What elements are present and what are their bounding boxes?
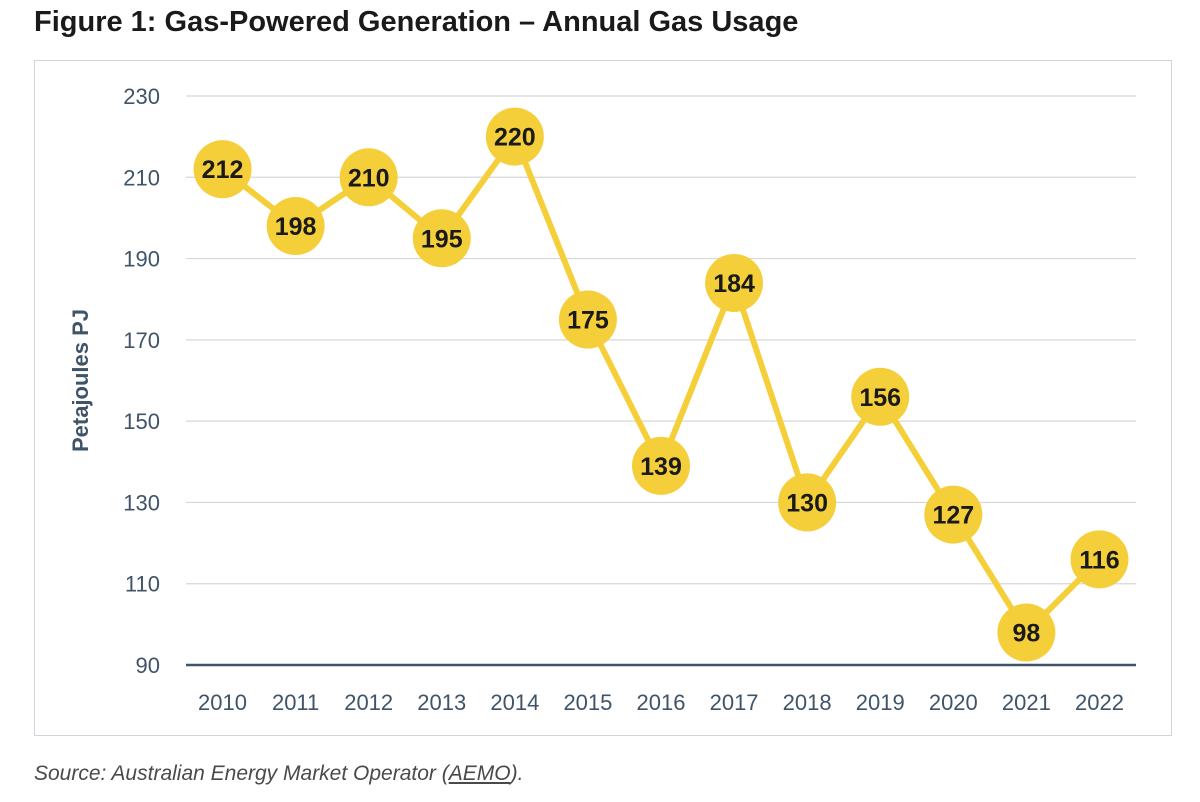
- y-tick-label: 130: [123, 490, 160, 515]
- data-label: 198: [275, 213, 317, 241]
- x-tick-label: 2016: [637, 690, 686, 715]
- series-line: [220, 133, 1102, 636]
- x-tick-label: 2010: [198, 690, 247, 715]
- data-label: 156: [859, 384, 901, 412]
- data-point: [632, 436, 690, 495]
- x-tick-label: 2013: [417, 690, 466, 715]
- y-tick-label: 110: [125, 572, 160, 597]
- chart-frame: [34, 60, 1172, 736]
- data-label: 175: [567, 307, 609, 335]
- x-tick-label: 2019: [856, 690, 905, 715]
- source-note: Source: Australian Energy Market Operato…: [34, 762, 523, 786]
- source-suffix: ).: [510, 762, 524, 785]
- data-point: [485, 107, 544, 166]
- data-label: 212: [202, 156, 244, 184]
- x-tick-label: 2011: [272, 690, 319, 715]
- data-point: [1070, 530, 1129, 589]
- x-tick-label: 2015: [563, 690, 612, 715]
- data-label: 195: [421, 225, 463, 253]
- x-tick-label: 2020: [929, 690, 978, 715]
- y-tick-label: 170: [123, 328, 160, 353]
- data-label: 184: [713, 270, 755, 298]
- x-tick-label: 2012: [344, 690, 393, 715]
- data-point: [924, 485, 983, 544]
- data-label: 116: [1079, 546, 1119, 574]
- source-prefix: Source: Australian Energy Market Operato…: [34, 762, 449, 785]
- data-point: [339, 148, 398, 207]
- data-point: [851, 367, 910, 426]
- x-tick-label: 2021: [1002, 690, 1051, 715]
- x-tick-label: 2018: [783, 690, 832, 715]
- data-point: [778, 473, 837, 532]
- data-label: 127: [932, 502, 974, 530]
- data-point: [266, 197, 325, 256]
- y-axis-label: Petajoules PJ: [68, 309, 93, 452]
- data-point: [558, 290, 617, 349]
- source-link[interactable]: AEMO: [448, 762, 511, 785]
- data-point: [412, 209, 471, 268]
- data-point: [705, 253, 764, 312]
- figure-title: Figure 1: Gas-Powered Generation – Annua…: [34, 6, 799, 38]
- data-label: 220: [494, 124, 536, 152]
- x-tick-label: 2014: [490, 690, 539, 715]
- y-tick-label: 210: [123, 165, 160, 190]
- y-tick-label: 230: [123, 84, 160, 109]
- y-tick-label: 190: [123, 247, 160, 272]
- data-label: 130: [786, 489, 828, 517]
- data-label: 139: [640, 453, 682, 481]
- y-tick-label: 90: [136, 653, 160, 678]
- x-tick-label: 2017: [710, 690, 759, 715]
- y-tick-label: 150: [123, 409, 160, 434]
- data-label: 98: [1012, 619, 1040, 647]
- data-point: [193, 140, 252, 199]
- x-tick-label: 2022: [1075, 690, 1124, 715]
- data-point: [997, 603, 1056, 662]
- data-label: 210: [348, 164, 390, 192]
